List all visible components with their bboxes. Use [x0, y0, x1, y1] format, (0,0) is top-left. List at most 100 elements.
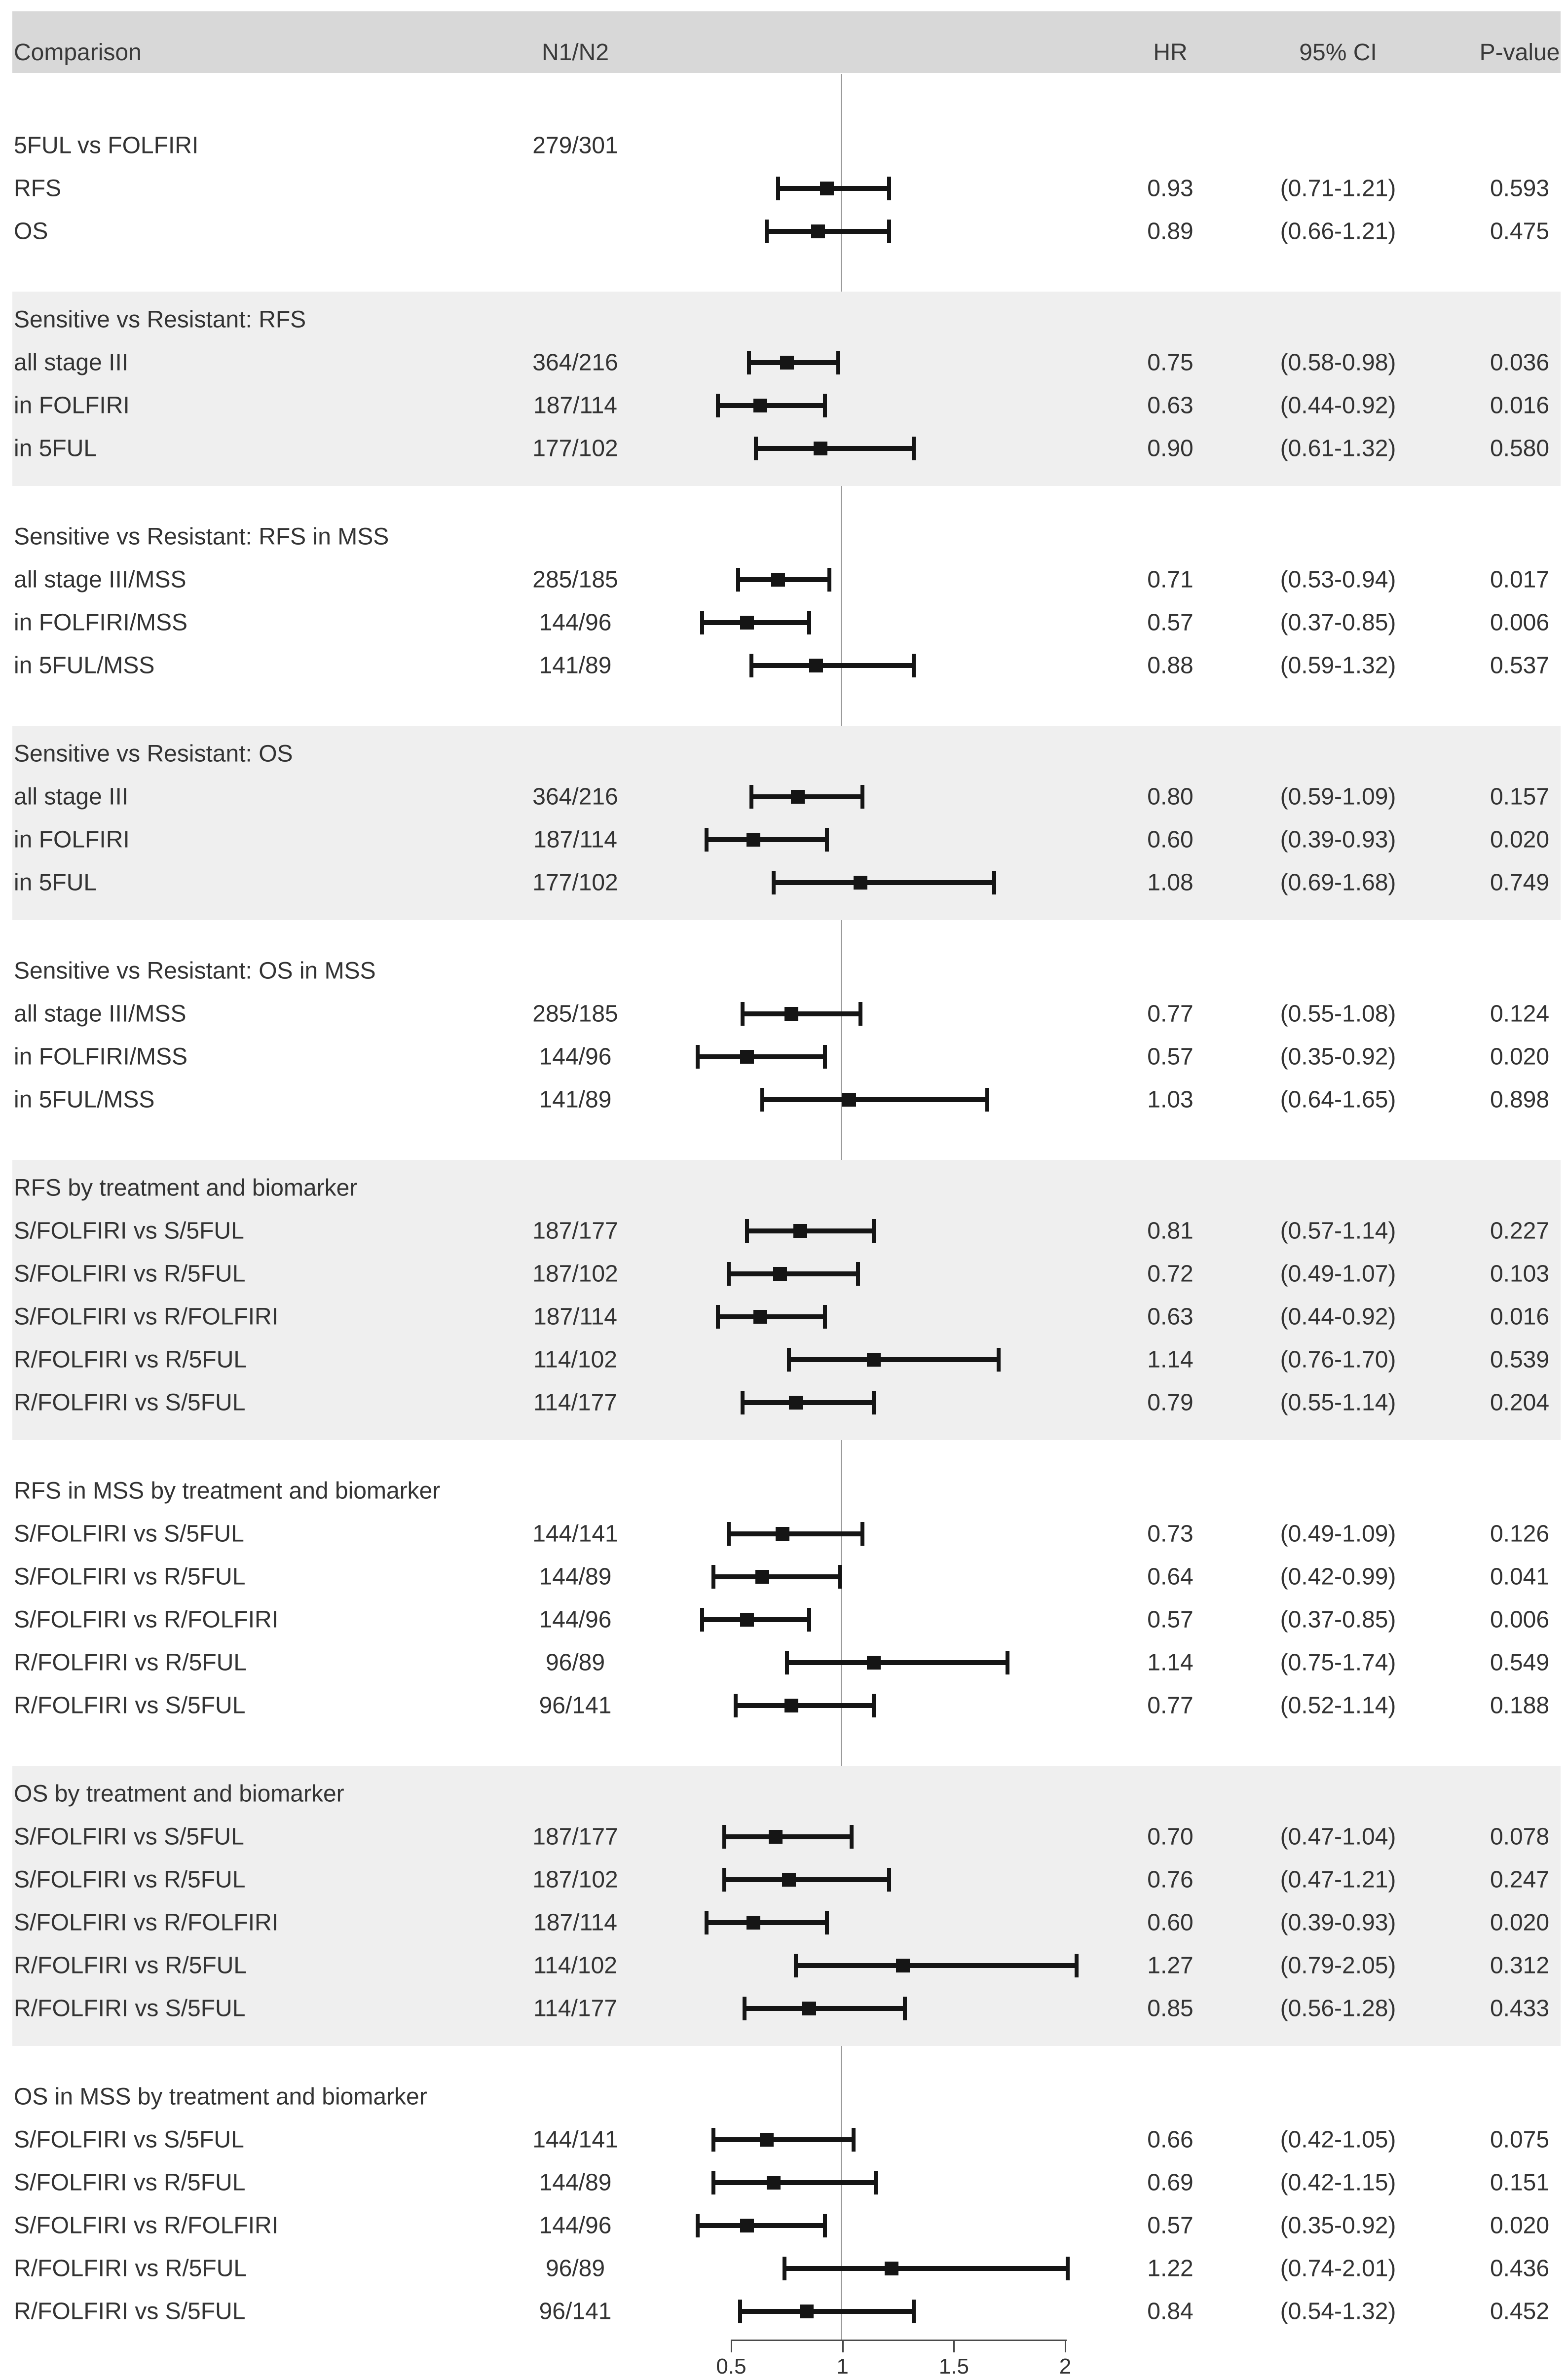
- row-n1n2: 364/216: [532, 783, 618, 810]
- hr-point-marker: [884, 2261, 898, 2275]
- table-row: all stage III/MSS 285/185 0.71 (0.53-0.94) 0…: [12, 558, 1561, 601]
- row-95ci: (0.47-1.21): [1280, 1866, 1396, 1893]
- hr-point-marker: [740, 615, 754, 630]
- table-row: in 5FUL 177/102 1.08 (0.69-1.68) 0.749: [12, 861, 1561, 904]
- row-95ci: (0.66-1.21): [1280, 218, 1396, 244]
- row-label: S/FOLFIRI vs S/5FUL: [14, 1521, 244, 1547]
- ci-cap-left: [747, 350, 751, 374]
- ci-cap-left: [760, 1087, 765, 1112]
- table-row: S/FOLFIRI vs R/FOLFIRI 187/114 0.63 (0.44-0…: [12, 1295, 1561, 1338]
- hr-point-marker: [800, 2304, 814, 2318]
- ci-cap-right: [912, 653, 916, 677]
- row-95ci: (0.76-1.70): [1280, 1346, 1396, 1373]
- ci-cap-left: [738, 2299, 743, 2323]
- ci-cap-right: [887, 219, 892, 243]
- row-label: in FOLFIRI: [14, 392, 130, 418]
- row-95ci: (0.54-1.32): [1280, 2298, 1396, 2324]
- row-pvalue: 0.247: [1490, 1866, 1550, 1893]
- row-n1n2: 285/185: [532, 1001, 618, 1027]
- row-n1n2: 187/177: [532, 1823, 618, 1850]
- ci-cap-left: [700, 1607, 705, 1632]
- x-axis-tick-label: 1: [836, 2354, 849, 2379]
- row-n1n2: 141/89: [539, 1086, 612, 1113]
- table-row: OS 0.89 (0.66-1.21) 0.475: [12, 210, 1561, 253]
- row-pvalue: 0.006: [1490, 609, 1550, 635]
- ci-cap-right: [825, 827, 829, 852]
- row-pvalue: 0.204: [1490, 1389, 1550, 1415]
- ci-cap-right: [827, 567, 831, 592]
- row-label: S/FOLFIRI vs R/FOLFIRI: [14, 1303, 279, 1330]
- section-title-row: RFS by treatment and biomarker: [12, 1166, 1561, 1209]
- row-label: all stage III/MSS: [14, 1001, 187, 1027]
- section-title-row: OS in MSS by treatment and biomarker: [12, 2075, 1561, 2118]
- row-95ci: (0.39-0.93): [1280, 1909, 1396, 1935]
- ci-cap-left: [793, 1953, 798, 1977]
- ci-cap-left: [734, 1693, 738, 1717]
- row-n1n2: 285/185: [532, 566, 618, 593]
- table-row: R/FOLFIRI vs S/5FUL 96/141 0.77 (0.52-1.14)…: [12, 1684, 1561, 1727]
- row-n1n2: 114/177: [533, 1995, 617, 2021]
- section: RFS by treatment and biomarker S/FOLFIRI …: [12, 1160, 1561, 1440]
- table-row: S/FOLFIRI vs R/FOLFIRI 144/96 0.57 (0.35-0.…: [12, 2204, 1561, 2247]
- ci-cap-right: [1065, 2256, 1070, 2280]
- section-title-row: Sensitive vs Resistant: OS: [12, 732, 1561, 775]
- hr-point-marker: [802, 2001, 816, 2015]
- row-pvalue: 0.036: [1490, 349, 1550, 375]
- row-n1n2: 96/89: [545, 2255, 605, 2281]
- table-row: R/FOLFIRI vs R/5FUL 96/89 1.14 (0.75-1.74) 0…: [12, 1641, 1561, 1684]
- table-row: R/FOLFIRI vs R/5FUL 114/102 1.14 (0.76-1.70…: [12, 1338, 1561, 1381]
- row-95ci: (0.42-1.15): [1280, 2169, 1396, 2195]
- row-hr: 0.75: [1147, 349, 1194, 375]
- row-label: in FOLFIRI: [14, 826, 130, 853]
- ci-cap-left: [784, 1650, 789, 1674]
- ci-cap-right: [887, 176, 892, 200]
- ci-line: [784, 2266, 1068, 2271]
- row-hr: 1.03: [1147, 1086, 1194, 1113]
- x-axis-line: [731, 2340, 1067, 2341]
- ci-line: [717, 403, 825, 408]
- ci-line: [698, 2223, 825, 2228]
- row-95ci: (0.47-1.04): [1280, 1823, 1396, 1850]
- hr-point-marker: [766, 2175, 781, 2190]
- section: OS by treatment and biomarker S/FOLFIRI v…: [12, 1766, 1561, 2046]
- ci-cap-left: [776, 176, 780, 200]
- table-row: R/FOLFIRI vs R/5FUL 96/89 1.22 (0.74-2.01) 0…: [12, 2247, 1561, 2290]
- ci-line: [736, 1703, 874, 1708]
- row-pvalue: 0.188: [1490, 1692, 1550, 1718]
- ci-cap-right: [887, 1867, 892, 1892]
- section-title-row: OS by treatment and biomarker: [12, 1772, 1561, 1815]
- ci-cap-left: [705, 827, 709, 852]
- row-label: in 5FUL/MSS: [14, 652, 155, 678]
- row-hr: 0.66: [1147, 2126, 1194, 2153]
- row-label: S/FOLFIRI vs R/FOLFIRI: [14, 1606, 279, 1633]
- row-95ci: (0.42-1.05): [1280, 2126, 1396, 2153]
- ci-cap-right: [849, 1824, 854, 1849]
- row-hr: 0.84: [1147, 2298, 1194, 2324]
- ci-cap-left: [705, 1910, 709, 1934]
- row-pvalue: 0.157: [1490, 783, 1550, 810]
- column-header-95ci: 95% CI: [1299, 39, 1377, 66]
- row-n1n2: 114/177: [533, 1389, 617, 1415]
- section-title: RFS by treatment and biomarker: [14, 1175, 358, 1201]
- row-pvalue: 0.151: [1490, 2169, 1550, 2195]
- ci-cap-left: [711, 2127, 715, 2152]
- column-header-pvalue: P-value: [1479, 39, 1560, 66]
- ci-cap-left: [696, 2213, 700, 2237]
- section-title-row: Sensitive vs Resistant: RFS in MSS: [12, 515, 1561, 558]
- table-row: R/FOLFIRI vs S/5FUL 96/141 0.84 (0.54-1.32)…: [12, 2290, 1561, 2333]
- ci-cap-right: [992, 870, 996, 894]
- row-n1n2: 187/102: [532, 1866, 618, 1893]
- table-body: 5FUL vs FOLFIRI 279/301 RFS 0.93 (0.71-1.21)…: [12, 117, 1561, 2372]
- row-95ci: (0.64-1.65): [1280, 1086, 1396, 1113]
- table-row: S/FOLFIRI vs R/5FUL 144/89 0.69 (0.42-1.15)…: [12, 2161, 1561, 2204]
- table-row: all stage III 364/216 0.75 (0.58-0.98) 0.036: [12, 341, 1561, 384]
- row-label: R/FOLFIRI vs S/5FUL: [14, 1692, 246, 1718]
- ci-cap-left: [727, 1262, 731, 1286]
- section-title: Sensitive vs Resistant: OS: [14, 741, 293, 767]
- ci-line: [702, 1617, 809, 1622]
- row-95ci: (0.69-1.68): [1280, 869, 1396, 895]
- row-95ci: (0.55-1.14): [1280, 1389, 1396, 1415]
- row-pvalue: 0.475: [1490, 218, 1550, 244]
- ci-cap-right: [822, 393, 827, 417]
- row-95ci: (0.39-0.93): [1280, 826, 1396, 853]
